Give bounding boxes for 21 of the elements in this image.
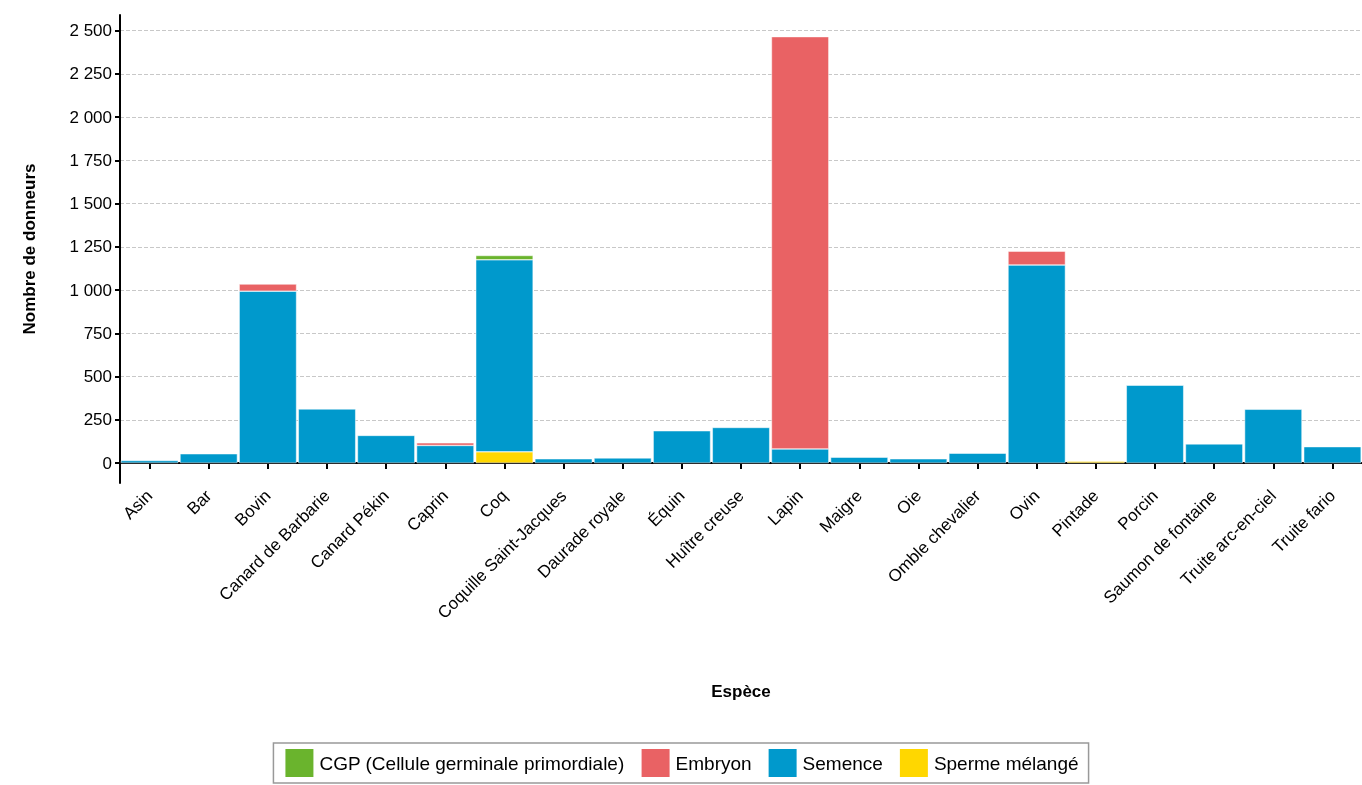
y-tick-label: 0 (102, 453, 112, 473)
y-tick-label: 1 750 (69, 150, 112, 170)
y-tick-label: 2 250 (69, 64, 112, 84)
legend-label: Sperme mélangé (933, 752, 1079, 774)
y-tick-label: 1 500 (69, 194, 112, 214)
x-axis-title: Espèce (711, 682, 771, 701)
y-tick-label: 250 (83, 410, 112, 430)
y-tick-label: 2 000 (69, 107, 112, 127)
y-tick-label: 1 000 (69, 280, 112, 300)
x-tick-label: Asin (119, 486, 157, 524)
x-tick-label: Oie (893, 486, 926, 519)
legend-label: Semence (802, 752, 883, 774)
y-axis-title: Nombre de donneurs (20, 163, 39, 335)
y-tick-label: 500 (83, 367, 112, 387)
y-tick-label: 750 (83, 323, 112, 343)
y-tick-label: 2 500 (69, 21, 112, 41)
y-tick-label: 1 250 (69, 237, 112, 257)
x-tick-label: Ovin (1005, 486, 1044, 525)
legend-label: Embryon (675, 752, 752, 774)
x-tick-label: Bar (183, 486, 216, 519)
legend-label: CGP (Cellule germinale primordiale) (319, 752, 625, 774)
